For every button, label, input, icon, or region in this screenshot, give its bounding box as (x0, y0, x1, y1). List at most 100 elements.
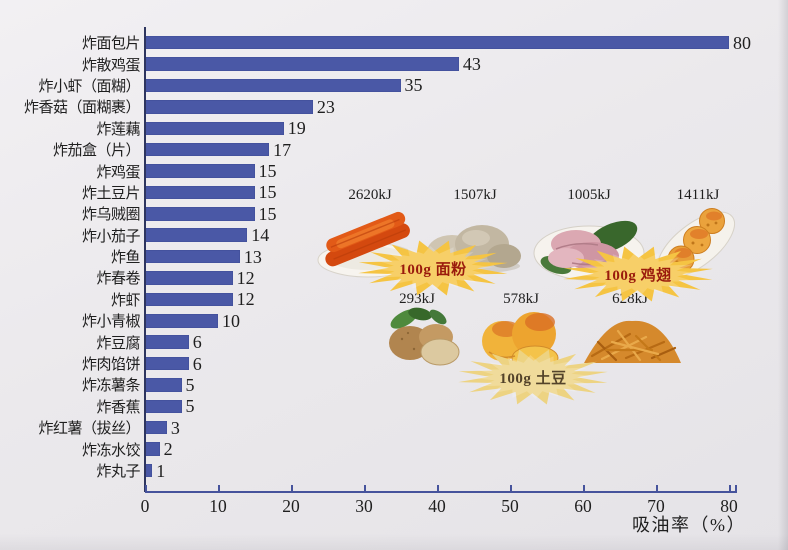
value-label: 14 (251, 225, 270, 246)
bar (145, 228, 248, 242)
value-label: 3 (170, 417, 180, 438)
bar (145, 314, 218, 328)
bar (145, 399, 182, 414)
x-axis-end-tick (735, 485, 737, 491)
x-tick (583, 485, 585, 491)
bar (145, 207, 255, 221)
category-label: 炸虾 (110, 292, 141, 309)
bar (145, 78, 401, 93)
x-tick (145, 485, 147, 491)
category-label: 炸豆腐 (96, 335, 140, 352)
bar-row: 炸茄盒（片） 17 (0, 139, 788, 160)
bar-row: 炸豆腐 6 (0, 331, 788, 352)
category-label: 炸茄盒（片） (52, 143, 141, 160)
bar (145, 164, 255, 178)
bar-row: 炸面包片 80 (0, 32, 788, 53)
bar (145, 271, 233, 285)
bar (145, 335, 189, 349)
x-tick (510, 485, 512, 491)
bar-row: 炸虾 12 (0, 289, 788, 310)
category-label: 炸冻薯条 (81, 378, 141, 395)
value-label: 5 (185, 396, 195, 417)
bar-row: 炸小虾（面糊） 35 (0, 75, 788, 96)
category-label: 炸小茄子 (81, 228, 141, 245)
bar-row: 炸冻水饺 2 (0, 438, 788, 459)
bar (145, 420, 167, 435)
x-axis-line: 0 10 20 30 40 50 60 70 80 (141, 485, 738, 516)
bar (145, 121, 284, 135)
bar-row: 炸小青椒 10 (0, 310, 788, 331)
category-label: 炸鸡蛋 (96, 164, 140, 181)
category-label: 炸香蕉 (96, 399, 140, 416)
bar (145, 185, 255, 200)
bar (145, 356, 189, 371)
x-tick-label: 50 (501, 496, 519, 516)
bar-row: 炸肉馅饼 6 (0, 353, 788, 374)
x-tick-label: 0 (140, 496, 150, 516)
bar (145, 442, 160, 456)
category-label: 炸面包片 (81, 36, 141, 53)
value-label: 12 (236, 267, 255, 288)
category-label: 炸冻水饺 (81, 442, 141, 459)
y-axis-line (144, 27, 146, 492)
bar-row: 炸香蕉 5 (0, 396, 788, 417)
x-tick (364, 485, 366, 491)
x-tick (291, 485, 293, 491)
category-label: 炸乌贼圈 (81, 207, 141, 224)
bar (145, 463, 153, 478)
category-label: 炸香菇（面糊裹） (23, 100, 141, 117)
category-label: 炸散鸡蛋 (81, 57, 141, 74)
bar-row: 炸鱼 13 (0, 246, 788, 267)
x-tick-label: 30 (355, 496, 373, 516)
category-label: 炸鱼 (110, 250, 141, 267)
x-tick-label: 70 (647, 496, 665, 516)
value-label: 13 (243, 246, 262, 267)
bar-row: 炸乌贼圈 15 (0, 203, 788, 224)
x-tick-label: 60 (574, 496, 592, 516)
value-label: 17 (273, 139, 292, 160)
value-label: 12 (236, 289, 255, 310)
x-axis-title: 吸油率（%） (632, 515, 746, 535)
category-label: 炸春卷 (96, 271, 140, 288)
x-tick (437, 485, 439, 491)
bar-row: 炸莲藕 19 (0, 118, 788, 139)
bar-row: 炸香菇（面糊裹） 23 (0, 96, 788, 117)
x-tick (656, 485, 658, 491)
bar-row: 炸鸡蛋 15 (0, 160, 788, 181)
bar (145, 378, 182, 392)
category-label: 炸小青椒 (81, 314, 141, 331)
bar-row: 炸土豆片 15 (0, 182, 788, 203)
category-label: 炸红薯（拔丝） (38, 421, 140, 438)
bar (145, 292, 233, 307)
value-label: 6 (192, 353, 202, 374)
category-label: 炸土豆片 (81, 185, 141, 202)
bar-row: 炸春卷 12 (0, 267, 788, 288)
value-label: 23 (316, 96, 335, 117)
bar-row: 炸散鸡蛋 43 (0, 53, 788, 74)
category-label: 炸丸子 (96, 464, 140, 480)
bar (145, 249, 240, 264)
bar (145, 100, 313, 114)
bar (145, 57, 459, 71)
value-label: 5 (185, 374, 195, 395)
category-label: 炸莲藕 (96, 121, 140, 138)
x-tick-label: 20 (282, 496, 300, 516)
x-tick-label: 40 (428, 496, 446, 516)
value-label: 35 (404, 75, 423, 96)
bar-rows: 炸面包片 80 炸散鸡蛋 43 炸小虾（面糊） 35 炸香菇（面糊裹） 23 炸莲藕 19 炸茄盒（… (0, 32, 788, 481)
bar-row: 炸冻薯条 5 (0, 374, 788, 395)
x-tick-label: 80 (720, 496, 738, 516)
x-tick (729, 485, 731, 491)
value-label: 19 (287, 118, 306, 139)
category-label: 炸肉馅饼 (81, 357, 141, 374)
bar-row: 炸丸子 1 (0, 460, 788, 481)
value-label: 43 (462, 54, 481, 75)
value-label: 1 (156, 460, 166, 481)
value-label: 80 (733, 32, 751, 53)
value-label: 6 (192, 332, 202, 353)
x-tick-label: 10 (209, 496, 227, 516)
category-label: 炸小虾（面糊） (38, 78, 140, 95)
x-tick (218, 485, 220, 491)
value-label: 2 (163, 439, 173, 460)
